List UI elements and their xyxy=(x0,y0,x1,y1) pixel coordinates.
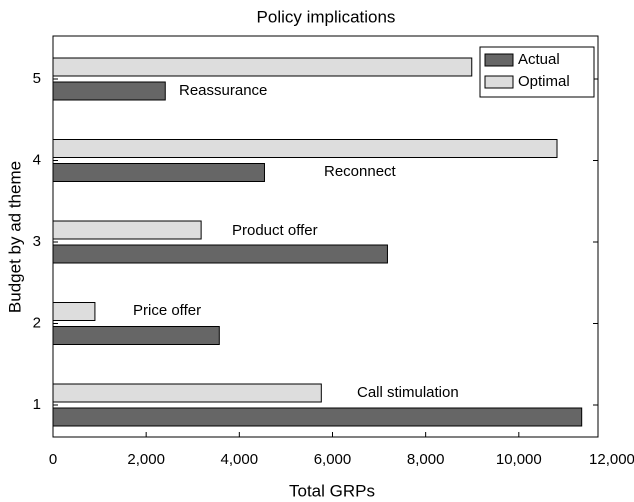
y-tick-label: 5 xyxy=(33,70,41,87)
theme-label: Price offer xyxy=(133,302,201,319)
x-tick-label: 0 xyxy=(49,451,57,468)
x-tick-label: 4,000 xyxy=(221,451,259,468)
x-tick-label: 8,000 xyxy=(407,451,445,468)
x-tick-label: 12,000 xyxy=(589,451,634,468)
theme-label: Reconnect xyxy=(324,163,397,180)
x-tick-label: 6,000 xyxy=(314,451,352,468)
x-tick-label: 2,000 xyxy=(127,451,165,468)
bar xyxy=(52,139,558,158)
x-tick-label: 10,000 xyxy=(496,451,542,468)
bar xyxy=(52,302,96,321)
bar xyxy=(52,220,202,240)
y-tick-label: 3 xyxy=(33,233,41,250)
legend-swatch xyxy=(484,75,514,89)
bar xyxy=(52,244,388,264)
bar xyxy=(52,407,583,427)
bar xyxy=(52,383,322,403)
y-tick-label: 1 xyxy=(33,396,41,413)
x-axis-title: Total GRPs xyxy=(289,481,375,500)
bar xyxy=(52,326,220,345)
bar xyxy=(52,81,166,101)
chart-title: Policy implications xyxy=(257,7,396,26)
bar xyxy=(52,57,473,77)
y-tick-label: 4 xyxy=(33,151,41,168)
y-tick-label: 2 xyxy=(33,314,41,331)
theme-label: Call stimulation xyxy=(357,384,459,401)
theme-label: Product offer xyxy=(232,222,318,239)
theme-label: Reassurance xyxy=(179,82,267,99)
bar xyxy=(52,163,265,182)
legend-swatch xyxy=(484,53,514,67)
y-axis-title: Budget by ad theme xyxy=(5,161,24,313)
legend-label: Actual xyxy=(518,51,560,68)
legend-label: Optimal xyxy=(518,73,570,90)
